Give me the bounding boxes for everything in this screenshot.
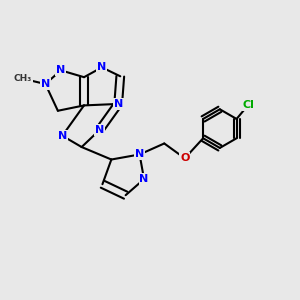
Text: N: N (56, 65, 65, 75)
Text: Cl: Cl (242, 100, 254, 110)
Text: N: N (97, 62, 106, 72)
Text: N: N (140, 174, 149, 184)
Text: O: O (180, 153, 190, 163)
Text: N: N (58, 131, 67, 141)
Text: CH₃: CH₃ (14, 74, 32, 83)
Text: N: N (135, 149, 144, 160)
Text: N: N (41, 79, 50, 89)
Text: N: N (95, 125, 104, 135)
Text: N: N (114, 99, 123, 109)
